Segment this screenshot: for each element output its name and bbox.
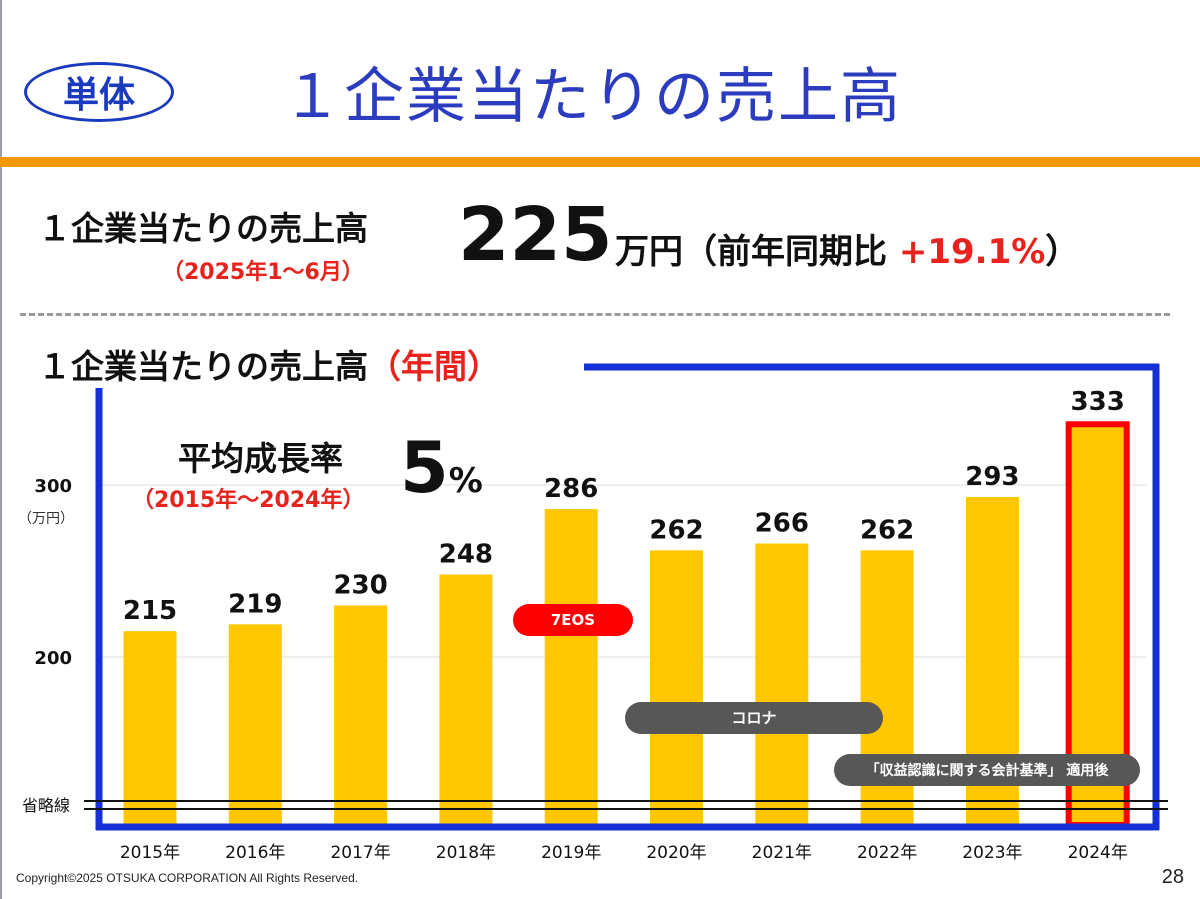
- y-unit-label: （万円）: [18, 511, 74, 527]
- bar: [650, 550, 703, 827]
- section-divider: [20, 313, 1170, 316]
- entity-badge: 単体: [24, 62, 174, 122]
- annotation-label: 「収益認識に関する会計基準」 適用後: [866, 762, 1110, 779]
- data-label: 333: [1071, 387, 1125, 417]
- x-tick-label: 2020年: [646, 843, 706, 863]
- x-tick-label: 2023年: [962, 843, 1022, 863]
- data-label: 230: [333, 570, 387, 600]
- kpi-unit-line: 万円（前年同期比 +19.1%）: [615, 224, 1079, 273]
- section-label-text: １企業当たりの売上高: [38, 347, 368, 386]
- x-tick-label: 2017年: [330, 843, 390, 863]
- title-underline-bar: [0, 157, 1200, 167]
- x-tick-label: 2016年: [225, 843, 285, 863]
- data-label: 293: [965, 462, 1019, 492]
- data-label: 266: [755, 508, 809, 538]
- annotation-pill: [625, 702, 883, 734]
- annotation-pill: [513, 604, 633, 636]
- kpi-period: （2025年1～6月）: [162, 260, 364, 285]
- page-title: １企業当たりの売上高: [282, 62, 902, 132]
- bar: [334, 605, 388, 827]
- x-tick-label: 2024年: [1068, 843, 1128, 863]
- kpi-label: １企業当たりの売上高: [38, 209, 368, 248]
- kpi-growth: +19.1%: [898, 232, 1046, 272]
- kpi-close-paren: ）: [1045, 232, 1080, 272]
- kpi-unit: 万円（前年同期比: [615, 232, 887, 272]
- left-edge-rule: [0, 0, 2, 899]
- data-label: 215: [123, 596, 177, 626]
- average-growth-value: 5%: [400, 428, 483, 521]
- annotation-pill: [834, 754, 1140, 786]
- annotation-label: コロナ: [731, 709, 776, 727]
- x-tick-label: 2015年: [120, 843, 180, 863]
- kpi-value: 225: [458, 192, 613, 278]
- bar: [123, 631, 177, 827]
- average-growth-period: （2015年～2024年）: [132, 488, 365, 513]
- section-label: １企業当たりの売上高（年間）: [38, 340, 500, 388]
- y-tick-label: 200: [34, 648, 72, 669]
- bar: [439, 574, 493, 827]
- x-tick-label: 2018年: [436, 843, 496, 863]
- data-label: 248: [439, 539, 493, 569]
- data-label: 219: [228, 589, 282, 619]
- page-number: 28: [1161, 866, 1184, 888]
- bar: [544, 509, 598, 827]
- average-growth-unit: %: [448, 461, 483, 501]
- x-tick-label: 2021年: [752, 843, 812, 863]
- data-label: 262: [649, 515, 703, 545]
- copyright: Copyright©2025 OTSUKA CORPORATION All Ri…: [16, 871, 359, 885]
- average-growth-number: 5: [400, 427, 449, 509]
- section-label-suffix: （年間）: [368, 347, 500, 386]
- bar: [228, 624, 282, 827]
- annotation-label: 7EOS: [551, 611, 595, 629]
- axis-break-label: 省略線: [22, 796, 70, 815]
- bar: [755, 543, 809, 827]
- x-tick-label: 2019年: [541, 843, 601, 863]
- y-tick-label: 300: [34, 476, 72, 497]
- data-label: 286: [544, 474, 598, 504]
- data-label: 262: [860, 515, 914, 545]
- x-tick-label: 2022年: [857, 843, 917, 863]
- average-growth-label: 平均成長率: [178, 439, 343, 478]
